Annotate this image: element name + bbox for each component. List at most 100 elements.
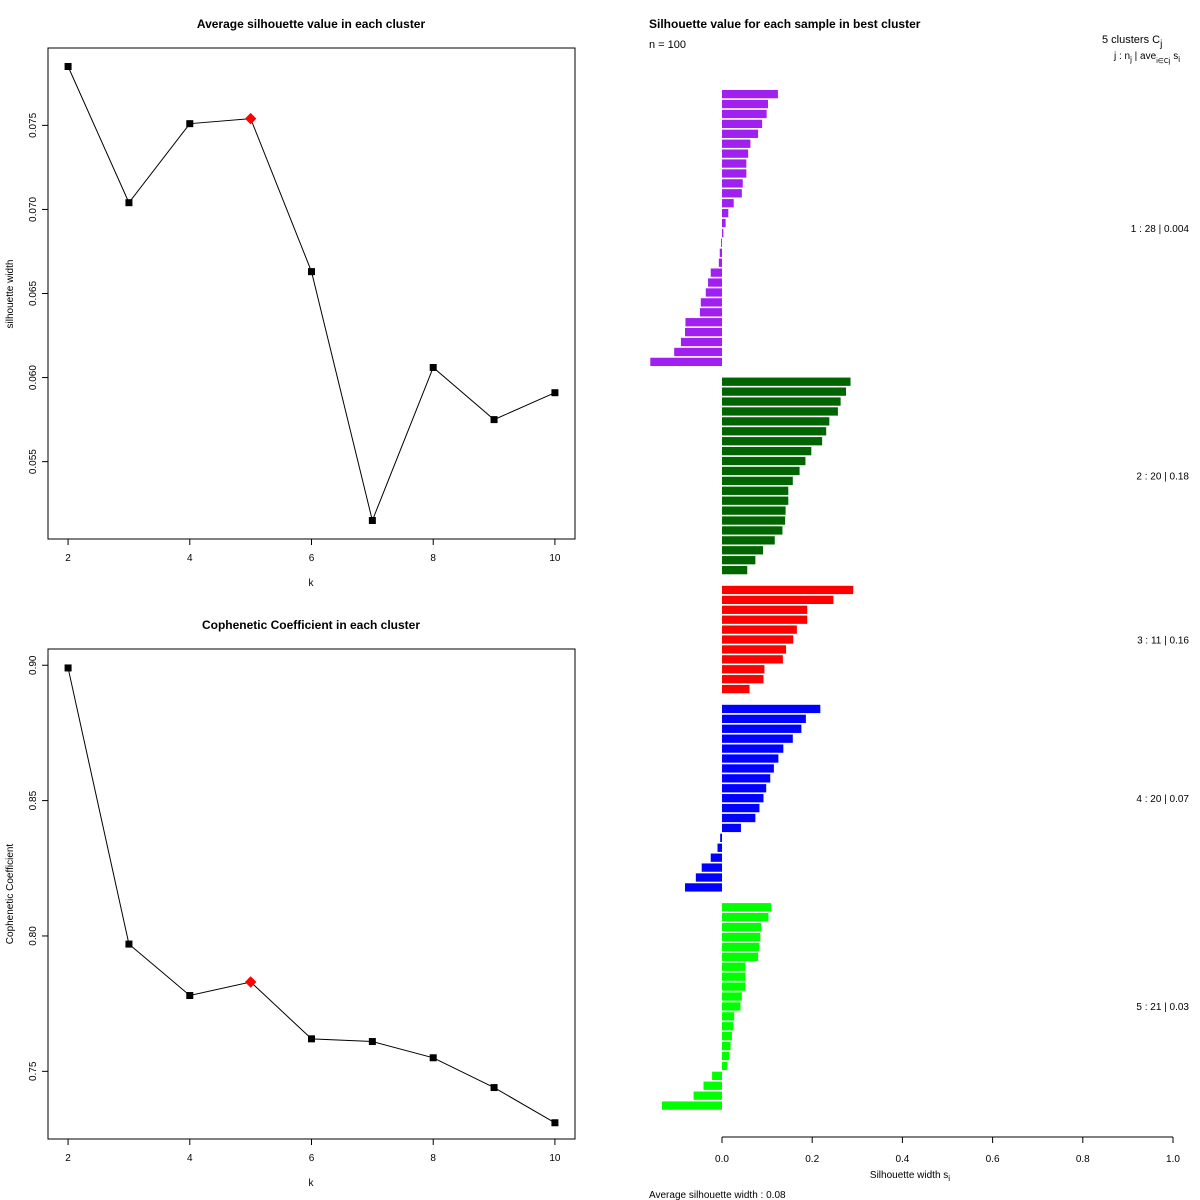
silhouette-bar: [703, 1081, 722, 1090]
silhouette-chart-ylabel: silhouette width: [5, 260, 16, 329]
silhouette-bar: [722, 1061, 728, 1071]
cluster-label: 1 : 28 | 0.004: [1131, 224, 1190, 235]
silhouette-bar: [722, 645, 787, 654]
silhouette-bar: [722, 546, 764, 555]
x-tick-label: 0.2: [805, 1154, 819, 1165]
silhouette-bar: [722, 1022, 734, 1031]
silhouette-bar: [722, 189, 742, 198]
highlight-point: [244, 112, 257, 125]
silhouette-bar: [722, 486, 789, 495]
silhouette-bar: [722, 913, 769, 922]
x-tick-label: 6: [309, 1153, 315, 1164]
silhouette-bar: [722, 665, 765, 674]
silhouette-bar: [722, 625, 797, 634]
cophenetic-chart-xlabel: k: [309, 1178, 315, 1189]
x-tick-label: 8: [430, 553, 436, 564]
silhouette-plot-xlabel-sub: i: [948, 1174, 950, 1183]
data-point: [368, 517, 376, 525]
silhouette-chart-xlabel: k: [309, 578, 315, 589]
silhouette-bar: [722, 139, 751, 148]
silhouette-bar: [705, 288, 722, 297]
y-tick-label: 0.060: [28, 365, 39, 390]
silhouette-bar: [722, 129, 759, 138]
silhouette-bar: [674, 347, 722, 357]
silhouette-bar: [722, 942, 760, 952]
cluster-label: 5 : 21 | 0.03: [1136, 1002, 1189, 1013]
silhouette-bar: [712, 1071, 722, 1080]
data-point: [125, 940, 133, 948]
x-tick-label: 2: [65, 1153, 71, 1164]
silhouette-bar: [710, 853, 722, 862]
silhouette-bar: [722, 99, 769, 109]
silhouette-bar: [722, 794, 764, 803]
data-point: [490, 416, 498, 424]
highlight-point: [244, 976, 257, 988]
silhouette-bar: [722, 932, 761, 942]
y-tick-label: 0.85: [28, 790, 39, 810]
silhouette-bar: [717, 843, 722, 852]
silhouette-bar: [722, 119, 763, 129]
silhouette-bar: [722, 506, 786, 515]
silhouette-bar: [693, 1091, 722, 1100]
silhouette-bar: [722, 952, 759, 961]
y-tick-label: 0.75: [28, 1061, 39, 1081]
x-tick-label: 6: [309, 553, 315, 564]
silhouette-bar: [722, 675, 764, 684]
silhouette-bar: [680, 337, 722, 347]
silhouette-bar: [685, 318, 722, 327]
data-point: [186, 120, 194, 128]
silhouette-plot-title: Silhouette value for each sample in best…: [649, 17, 921, 31]
data-point: [125, 199, 133, 207]
silhouette-bar: [722, 496, 789, 505]
silhouette-bar: [722, 1041, 731, 1051]
silhouette-bar: [722, 417, 830, 426]
silhouette-bar: [722, 565, 748, 575]
x-tick-label: 10: [549, 553, 561, 564]
data-point: [551, 389, 559, 397]
silhouette-bar: [722, 734, 793, 743]
silhouette-bar: [701, 863, 722, 872]
silhouette-bar: [722, 446, 812, 456]
silhouette-bar: [722, 199, 734, 208]
silhouette-bar: [722, 1012, 735, 1021]
silhouette-bar: [685, 883, 722, 892]
silhouette-bar: [722, 456, 806, 466]
silhouette-bar: [722, 635, 794, 644]
data-point: [551, 1119, 559, 1127]
cophenetic-line-chart: 2 4 6 8 10 0.75 0.80 0.85 0.90: [28, 648, 576, 1164]
silhouette-bar: [722, 1032, 732, 1041]
silhouette-bar: [722, 714, 806, 724]
silhouette-bar: [722, 585, 854, 595]
data-point: [308, 268, 315, 276]
silhouette-chart-title: Average silhouette value in each cluster: [197, 17, 426, 31]
silhouette-bar: [722, 556, 756, 565]
silhouette-bar: [722, 903, 772, 912]
y-tick-label: 0.070: [28, 196, 39, 221]
cluster-header-line2: j : nj | avei∈Cj si: [1113, 51, 1180, 65]
silhouette-bar: [722, 922, 762, 932]
plot-frame: [47, 648, 576, 1140]
silhouette-bar: [722, 516, 786, 525]
silhouette-bar: [722, 397, 841, 406]
cluster-header-sub: j: [1159, 39, 1162, 50]
data-point: [490, 1084, 498, 1092]
silhouette-bar: [700, 298, 722, 307]
y-tick-label: 0.055: [28, 449, 39, 474]
y-tick-label: 0.90: [28, 655, 39, 675]
cluster-label: 3 : 11 | 0.16: [1137, 635, 1189, 646]
cluster-header2-c: s: [1170, 51, 1178, 62]
y-tick-label: 0.065: [28, 281, 39, 306]
silhouette-bar: [722, 427, 827, 436]
silhouette-bar: [662, 1101, 722, 1110]
data-point: [429, 1054, 437, 1062]
silhouette-bar: [722, 704, 821, 714]
data-point: [368, 1038, 376, 1046]
silhouette-bar: [722, 764, 774, 773]
data-point: [186, 992, 194, 1000]
cluster-label: 4 : 20 | 0.07: [1136, 794, 1189, 805]
silhouette-bar: [722, 526, 783, 535]
cluster-header2-sub3: i: [1178, 55, 1180, 64]
silhouette-bar: [722, 159, 747, 168]
silhouette-bar: [722, 179, 743, 188]
